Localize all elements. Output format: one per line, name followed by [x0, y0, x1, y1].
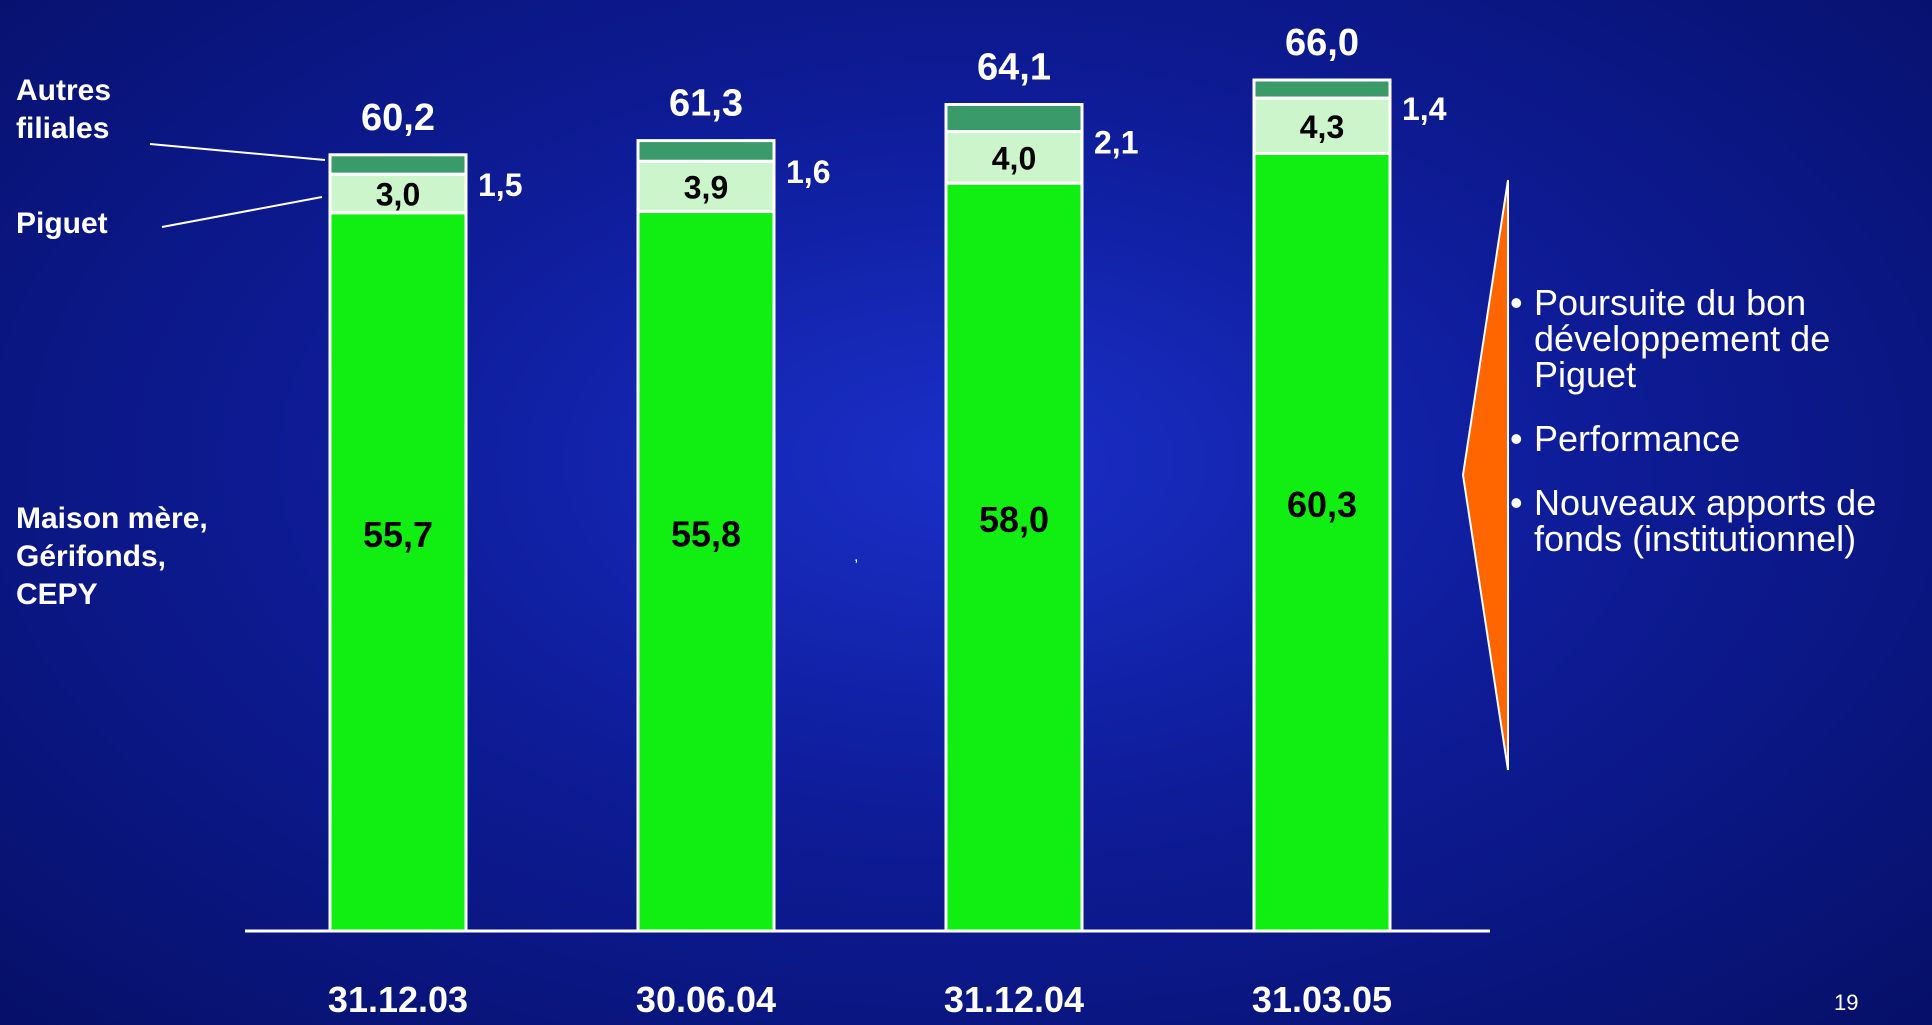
- bar-segment-top: [1252, 78, 1392, 100]
- bar-segment-bottom: [944, 181, 1084, 933]
- label-autres-line2: filiales: [16, 112, 110, 145]
- bullet-list: Poursuite du bon développement de Piguet…: [1510, 285, 1930, 585]
- bar-value-label-top: 1,4: [1402, 91, 1447, 127]
- leader-line-piguet: [161, 196, 323, 228]
- x-tick-label: 31.03.05: [1252, 979, 1392, 1020]
- label-piguet-text: Piguet: [16, 207, 108, 240]
- bar-total-label: 64,1: [977, 46, 1051, 88]
- bar-value-label-middle: 3,0: [376, 176, 420, 212]
- bullet-item: Performance: [1510, 421, 1930, 458]
- label-maison-line3: CEPY: [16, 578, 98, 611]
- bar-value-label-middle: 4,0: [992, 140, 1036, 176]
- bullet-item: Nouveaux apports de fonds (institutionne…: [1510, 485, 1930, 557]
- label-piguet: Piguet: [16, 205, 108, 243]
- bars-group: [328, 78, 1392, 933]
- bar-total-label: 60,2: [361, 97, 435, 139]
- bar-total-label: 66,0: [1285, 22, 1359, 64]
- bar-total-label: 61,3: [669, 83, 743, 125]
- bar-value-label-top: 2,1: [1094, 125, 1138, 161]
- label-maison-mere: Maison mère, Gérifonds, CEPY: [16, 500, 208, 614]
- bar-segment-bottom: [328, 211, 468, 933]
- bar-value-label-bottom: 60,3: [1287, 484, 1357, 525]
- label-autres-line1: Autres: [16, 74, 112, 107]
- bullet-item: Poursuite du bon développement de Piguet: [1510, 285, 1930, 393]
- leader-line-autres-filiales: [149, 143, 326, 161]
- stray-comma-mark: ,: [854, 548, 859, 565]
- bar-value-label-middle: 4,3: [1300, 109, 1344, 145]
- bar-segment-middle: [328, 172, 468, 215]
- page-number: 19: [1834, 990, 1859, 1015]
- x-tick-label: 31.12.03: [328, 979, 468, 1020]
- bracket-arrow: [1461, 179, 1509, 771]
- x-tick-label: 31.12.04: [944, 979, 1084, 1020]
- bar-segment-bottom: [636, 210, 776, 933]
- bar-value-label-bottom: 55,8: [671, 513, 741, 554]
- label-maison-line2: Gérifonds,: [16, 540, 167, 573]
- label-maison-line1: Maison mère,: [16, 502, 208, 535]
- bar-value-label-top: 1,5: [478, 167, 522, 203]
- bar-value-label-bottom: 55,7: [363, 514, 433, 555]
- bar-segment-top: [328, 153, 468, 176]
- bar-value-label-bottom: 58,0: [979, 499, 1049, 540]
- bar-segment-top: [636, 139, 776, 163]
- bar-segment-middle: [944, 130, 1084, 185]
- bar-value-label-middle: 3,9: [684, 169, 728, 205]
- bar-segment-bottom: [1252, 151, 1392, 933]
- bar-value-label-top: 1,6: [786, 154, 830, 190]
- label-autres-filiales: Autres filiales: [16, 72, 111, 148]
- x-tick-label: 30.06.04: [636, 979, 776, 1020]
- labels-group: 55,7 3,0 1,5 60,2 31.12.03 55,8 3,9 1,6 61,3 30.0…: [328, 22, 1447, 1020]
- bar-segment-top: [944, 102, 1084, 134]
- bar-segment-middle: [636, 159, 776, 214]
